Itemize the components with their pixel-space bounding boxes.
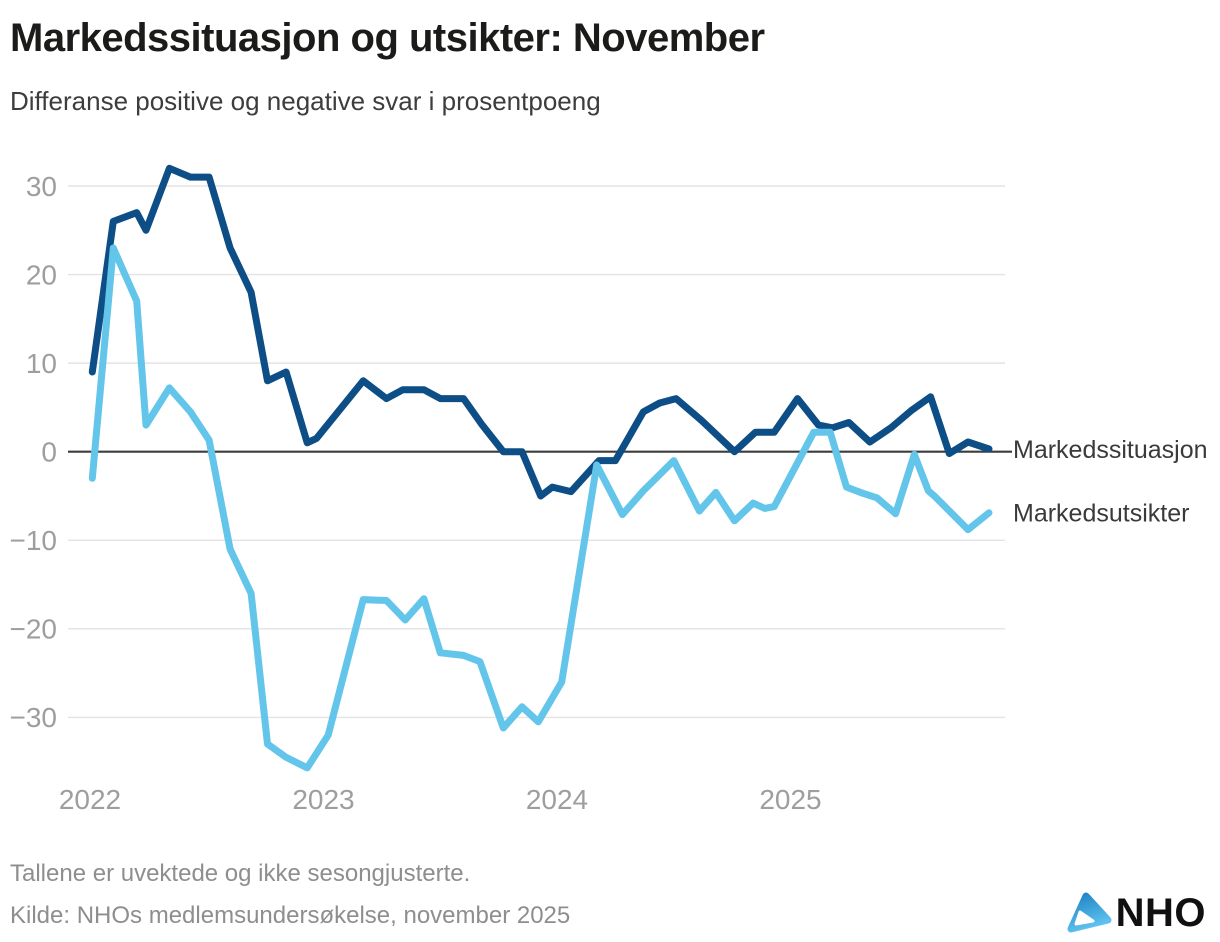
chart-source: Kilde: NHOs medlemsundersøkelse, novembe…: [10, 902, 571, 929]
series-end-label-markedssituasjon: Markedssituasjon: [1013, 436, 1208, 464]
chart-footnote: Tallene er uvektede og ikke sesongjuster…: [10, 860, 471, 887]
nho-triangle-logo-icon: [1067, 892, 1112, 933]
y-axis-tick-label: −10: [10, 525, 58, 556]
line-chart: 30 20 10 0 −10 −20 −30 2022 2023 2024 2025 Markedss…: [10, 164, 1208, 815]
x-axis-tick-label: 2022: [59, 784, 121, 815]
y-axis-tick-label: −20: [10, 614, 58, 645]
y-axis-tick-label: −30: [10, 702, 58, 733]
page-title: Markedssituasjon og utsikter: November: [10, 16, 765, 60]
series-line-markedsutsikter: [88, 244, 993, 772]
y-axis-tick-label: 30: [26, 171, 57, 202]
x-axis-tick-label: 2024: [526, 784, 588, 815]
nho-logo: NHO: [1066, 892, 1206, 934]
y-axis-tick-label: 10: [26, 348, 57, 379]
nho-logo-text: NHO: [1115, 891, 1206, 935]
y-axis-tick-label: 0: [41, 437, 57, 468]
x-axis-tick-label: 2023: [292, 784, 354, 815]
series-end-label-markedsutsikter: Markedsutsikter: [1013, 500, 1189, 528]
series-line-markedssituasjon: [88, 164, 993, 500]
x-axis-tick-label: 2025: [759, 784, 821, 815]
y-axis-tick-label: 20: [26, 259, 57, 290]
page-subtitle: Differanse positive og negative svar i p…: [10, 86, 601, 116]
